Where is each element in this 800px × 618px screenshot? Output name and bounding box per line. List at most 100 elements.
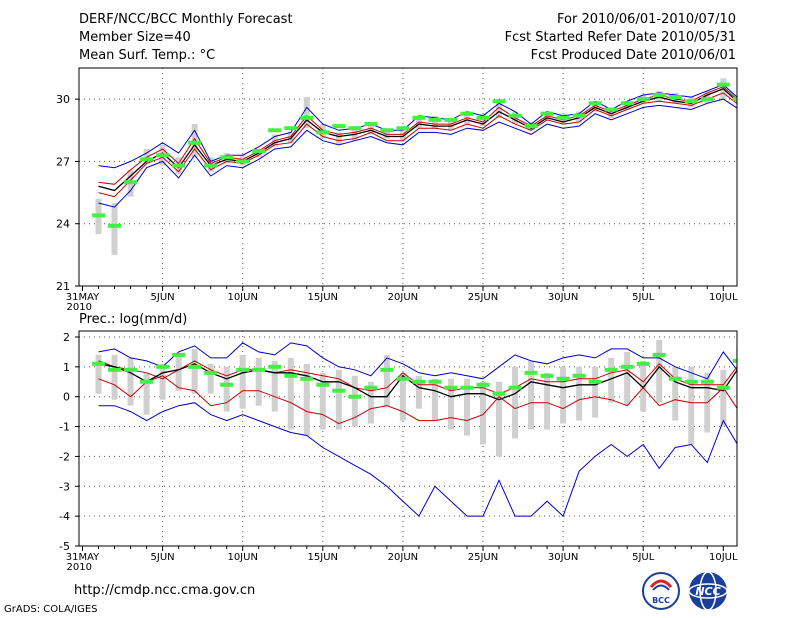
range-bar	[512, 366, 519, 439]
ensemble-marker	[700, 97, 714, 102]
precip-label: Prec.: log(mm/d)	[79, 312, 188, 327]
x-tick-label: 31MAY	[66, 552, 100, 563]
range-bar	[303, 97, 310, 129]
ensemble-marker	[444, 117, 458, 122]
plot-frame	[78, 330, 738, 547]
ensemble-marker	[732, 97, 737, 102]
range-bar	[287, 132, 294, 143]
ensemble-marker	[668, 376, 682, 381]
range-bar	[608, 357, 615, 403]
range-bar	[688, 366, 695, 445]
range-bar	[95, 354, 102, 394]
ensemble-marker	[524, 370, 538, 375]
range-bar	[399, 372, 406, 421]
x-tick-label: 5JUL	[632, 292, 655, 303]
range-bar	[111, 354, 118, 400]
series-line-lower	[98, 375, 737, 425]
ensemble-marker	[556, 115, 570, 120]
range-bar	[335, 132, 342, 145]
ensemble-marker	[636, 97, 650, 102]
series-line-lower	[98, 92, 737, 198]
ensemble-marker	[572, 373, 586, 378]
ensemble-marker	[284, 126, 298, 131]
range-bar	[496, 101, 503, 118]
range-bar	[480, 381, 486, 445]
ensemble-marker	[556, 376, 570, 381]
x-tick-label: 10JUL	[709, 292, 738, 303]
ensemble-marker	[684, 379, 698, 384]
x-tick-label: 20JUN	[388, 552, 418, 563]
ensemble-marker	[316, 130, 330, 135]
ensemble-marker	[508, 113, 522, 118]
range-bar	[544, 372, 551, 430]
range-bar	[175, 354, 182, 391]
ensemble-marker	[124, 180, 138, 185]
series-line-max	[98, 84, 737, 169]
x-tick-label: 25JUN	[468, 552, 498, 563]
y-tick-label: 1	[63, 361, 70, 374]
ensemble-marker	[316, 382, 330, 387]
ensemble-marker	[236, 367, 250, 372]
x-tick-label: 10JUN	[227, 292, 257, 303]
y-tick-label: 2	[63, 331, 70, 344]
ensemble-marker	[620, 101, 634, 106]
ensemble-marker	[284, 373, 298, 378]
ncc-logo-text: NCC	[695, 585, 720, 598]
series-line-upper	[98, 360, 737, 395]
x-tick-label: 31MAY	[66, 292, 100, 303]
ensemble-marker	[380, 367, 394, 372]
ensemble-marker	[460, 385, 474, 390]
range-bar	[608, 107, 615, 118]
ensemble-marker	[428, 117, 442, 122]
ensemble-marker	[220, 155, 234, 160]
x-tick-label: 20JUN	[388, 292, 418, 303]
ensemble-marker	[172, 163, 186, 168]
range-bar	[351, 126, 358, 141]
ensemble-marker	[396, 376, 410, 381]
range-bar	[463, 378, 470, 436]
footer-url[interactable]: http://cmdp.ncc.cma.gov.cn	[74, 583, 256, 598]
ensemble-marker	[188, 364, 202, 369]
ensemble-marker	[716, 82, 730, 87]
y-tick-label: 30	[56, 93, 70, 106]
ensemble-marker	[604, 367, 618, 372]
ensemble-marker	[108, 223, 122, 228]
series-line-median	[98, 88, 737, 192]
y-tick-label: 24	[56, 218, 70, 231]
range-bar	[431, 378, 438, 421]
range-bar	[127, 357, 134, 406]
y-tick-label: -4	[59, 510, 70, 523]
ensemble-marker	[108, 367, 122, 372]
ensemble-marker	[460, 111, 474, 116]
y-tick-label: -3	[59, 480, 70, 493]
ensemble-marker	[332, 388, 346, 393]
range-bar	[624, 351, 631, 406]
ensemble-marker	[172, 352, 186, 357]
y-tick-label: 21	[56, 280, 70, 293]
ensemble-marker	[749, 386, 762, 390]
range-bar	[143, 148, 150, 164]
ensemble-marker	[572, 113, 586, 118]
range-bar	[335, 369, 342, 430]
ensemble-marker	[252, 149, 266, 154]
ensemble-marker	[268, 364, 282, 369]
range-bar	[496, 381, 503, 457]
ensemble-marker	[268, 128, 282, 133]
range-bar	[351, 375, 358, 427]
x-tick-label: 10JUN	[227, 552, 257, 563]
range-bar	[720, 369, 727, 427]
ensemble-marker	[412, 379, 426, 384]
range-bar	[592, 101, 599, 112]
ensemble-marker	[588, 101, 602, 106]
range-bar	[576, 366, 583, 421]
range-bar	[223, 366, 230, 412]
ensemble-marker	[588, 379, 602, 384]
grads-credit: GrADS: COLA/IGES	[4, 604, 98, 615]
chart-title: DERF/NCC/BCC Monthly Forecast	[79, 12, 293, 27]
ensemble-marker	[220, 382, 234, 387]
y-tick-label: 27	[56, 155, 70, 168]
range-bar	[271, 360, 278, 412]
ensemble-marker	[188, 140, 202, 145]
range-bar	[383, 128, 390, 139]
